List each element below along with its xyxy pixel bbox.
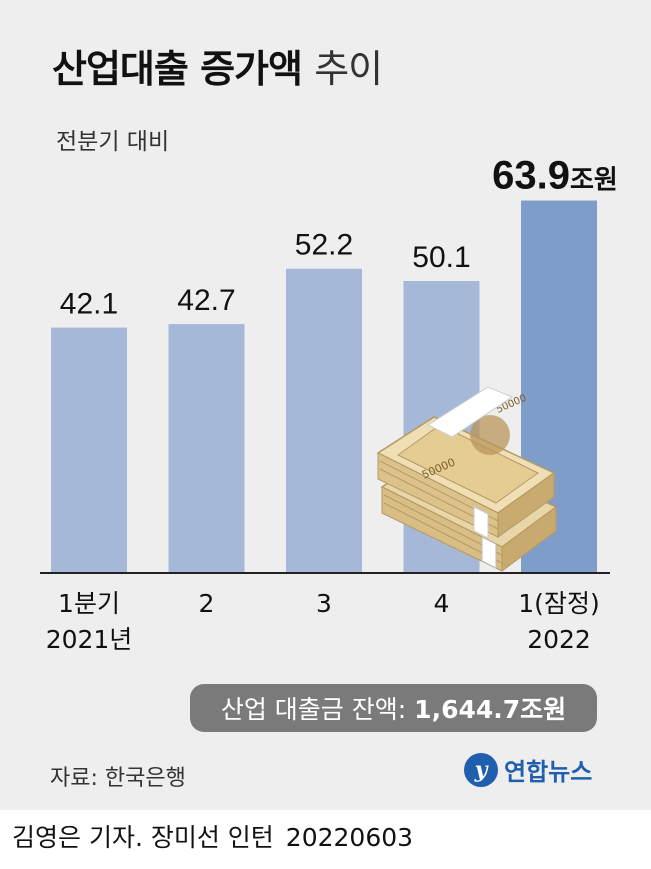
title-light: 추이 (314, 47, 383, 91)
title-bold: 산업대출 증가액 (52, 47, 303, 91)
value-label-2: 42.7 (177, 284, 235, 317)
balance-value: 1,644.7조원 (414, 695, 567, 724)
credit-line: 김영은 기자. 장미선 인턴 20220603 (12, 818, 413, 854)
source-text: 자료: 한국은행 (50, 766, 186, 791)
tick-label-4: 4 (434, 589, 450, 618)
balance-label: 산업 대출금 잔액: (220, 695, 407, 724)
value-labels-group: 42.1 42.7 52.2 50.1 63.9조원 (60, 154, 618, 321)
yonhap-logo-icon: y (464, 752, 498, 787)
chart-title: 산업대출 증가액 추이 (52, 38, 383, 93)
value-label-3: 52.2 (295, 229, 353, 262)
tick-label-5: 1(잠정) 2022 (518, 589, 599, 654)
value-label-5: 63.9조원 (492, 154, 618, 198)
value-label-1: 42.1 (60, 288, 118, 321)
bar-3 (286, 268, 362, 573)
value-label-4: 50.1 (412, 241, 470, 274)
banknote-stack-icon: 50000 50000 (376, 386, 558, 572)
tick-labels-group: 1분기 2021년 2 3 4 1(잠정) 2022 (46, 589, 600, 654)
bar-2 (168, 324, 245, 573)
balance-badge: 산업 대출금 잔액: 1,644.7조원 (190, 684, 597, 732)
tick-label-1: 1분기 2021년 (46, 589, 133, 654)
credit-text: 김영은 기자. 장미선 인턴 (12, 823, 274, 852)
chart-subtitle: 전분기 대비 (56, 129, 170, 155)
credit-date: 20220603 (285, 823, 414, 852)
yonhap-logo: y 연합뉴스 (464, 752, 592, 787)
yonhap-logo-text: 연합뉴스 (504, 758, 593, 786)
bar-1 (51, 327, 127, 573)
tick-label-2: 2 (199, 589, 215, 618)
bar-chart: 42.1 42.7 52.2 50.1 63.9조원 1분기 2021년 2 3 4 1(잠정) 2… (40, 154, 618, 654)
tick-label-3: 3 (316, 589, 332, 618)
